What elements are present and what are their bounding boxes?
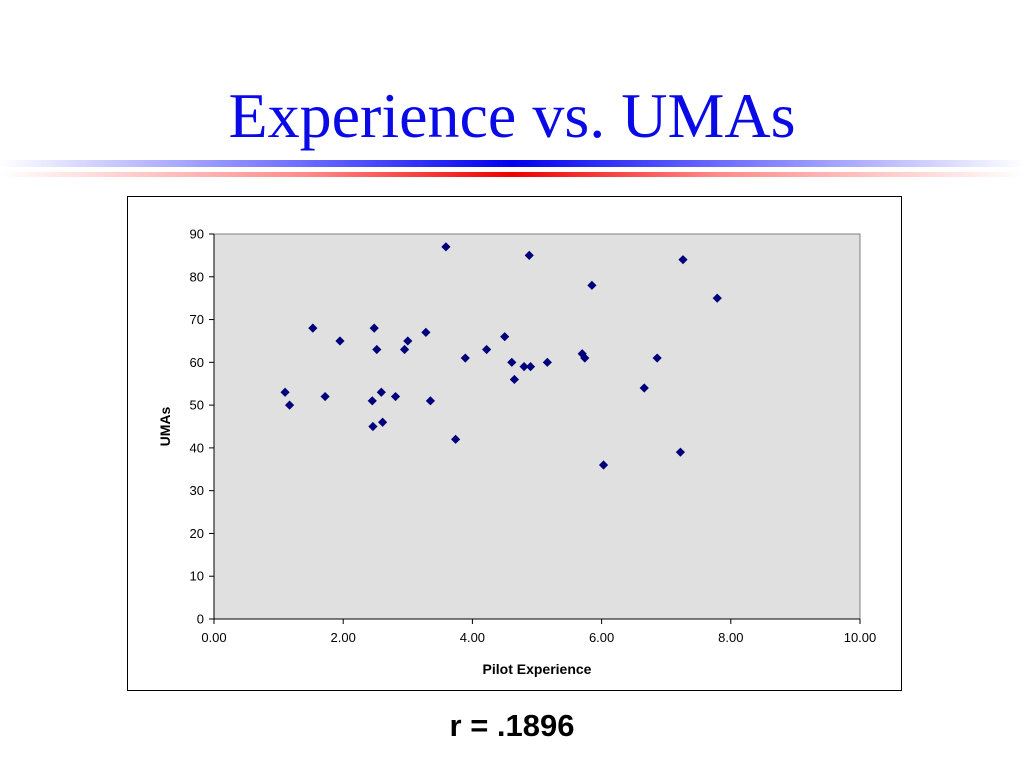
x-tick-label: 8.00 (718, 630, 743, 645)
scatter-chart: 0.00 2.00 4.00 6.00 8.00 10.00 0 10 20 30 40 50 60 70… (127, 196, 902, 691)
y-tick-label: 70 (190, 312, 204, 327)
y-tick-label: 60 (190, 355, 204, 370)
data-point (519, 362, 529, 372)
x-tick-label: 0.00 (201, 630, 226, 645)
data-point (372, 344, 382, 355)
data-point (525, 362, 536, 372)
y-tick-label: 50 (190, 398, 204, 413)
data-point (580, 353, 590, 363)
data-point (460, 353, 470, 363)
x-axis-label: Pilot Experience (483, 661, 592, 677)
x-tick-label: 2.00 (331, 630, 356, 645)
data-point (399, 344, 410, 355)
data-point (378, 417, 388, 427)
y-tick-label: 10 (190, 569, 204, 584)
title-divider-blue (0, 160, 1024, 167)
plot-area (213, 233, 861, 620)
data-point (652, 353, 662, 363)
y-tick-label: 0 (197, 612, 204, 627)
title-divider-red (0, 172, 1024, 177)
data-point (507, 357, 517, 367)
data-point (368, 421, 378, 432)
data-point (542, 357, 552, 367)
correlation-value: r = .1896 (449, 708, 575, 743)
x-tick-label: 4.00 (460, 630, 485, 645)
data-point (390, 391, 401, 402)
data-point (577, 349, 587, 359)
data-point (587, 280, 597, 290)
x-tick-label: 6.00 (589, 630, 614, 645)
data-point (441, 242, 451, 252)
data-point (403, 336, 413, 346)
y-axis-label: UMAs (157, 406, 173, 446)
axes: 0.00 2.00 4.00 6.00 8.00 10.00 0 10 20 30 40 50 60 70… (190, 227, 877, 646)
y-tick-label: 40 (190, 440, 204, 455)
data-point (675, 447, 686, 457)
data-point (280, 387, 290, 397)
data-point (425, 396, 436, 406)
y-tick-label: 20 (190, 526, 204, 541)
y-tick-label: 30 (190, 483, 204, 498)
slide-title: Experience vs. UMAs (228, 80, 796, 151)
data-point (482, 344, 492, 355)
y-tick-label: 90 (190, 227, 204, 242)
data-point (320, 391, 330, 402)
scatter-plot-svg: 0.00 2.00 4.00 6.00 8.00 10.00 0 10 20 30 40 50 60 70… (157, 227, 877, 678)
data-point (639, 383, 649, 393)
y-tick-label: 80 (190, 269, 204, 284)
x-tick-label: 10.00 (844, 630, 877, 645)
data-point (509, 374, 519, 385)
data-point (598, 460, 609, 470)
